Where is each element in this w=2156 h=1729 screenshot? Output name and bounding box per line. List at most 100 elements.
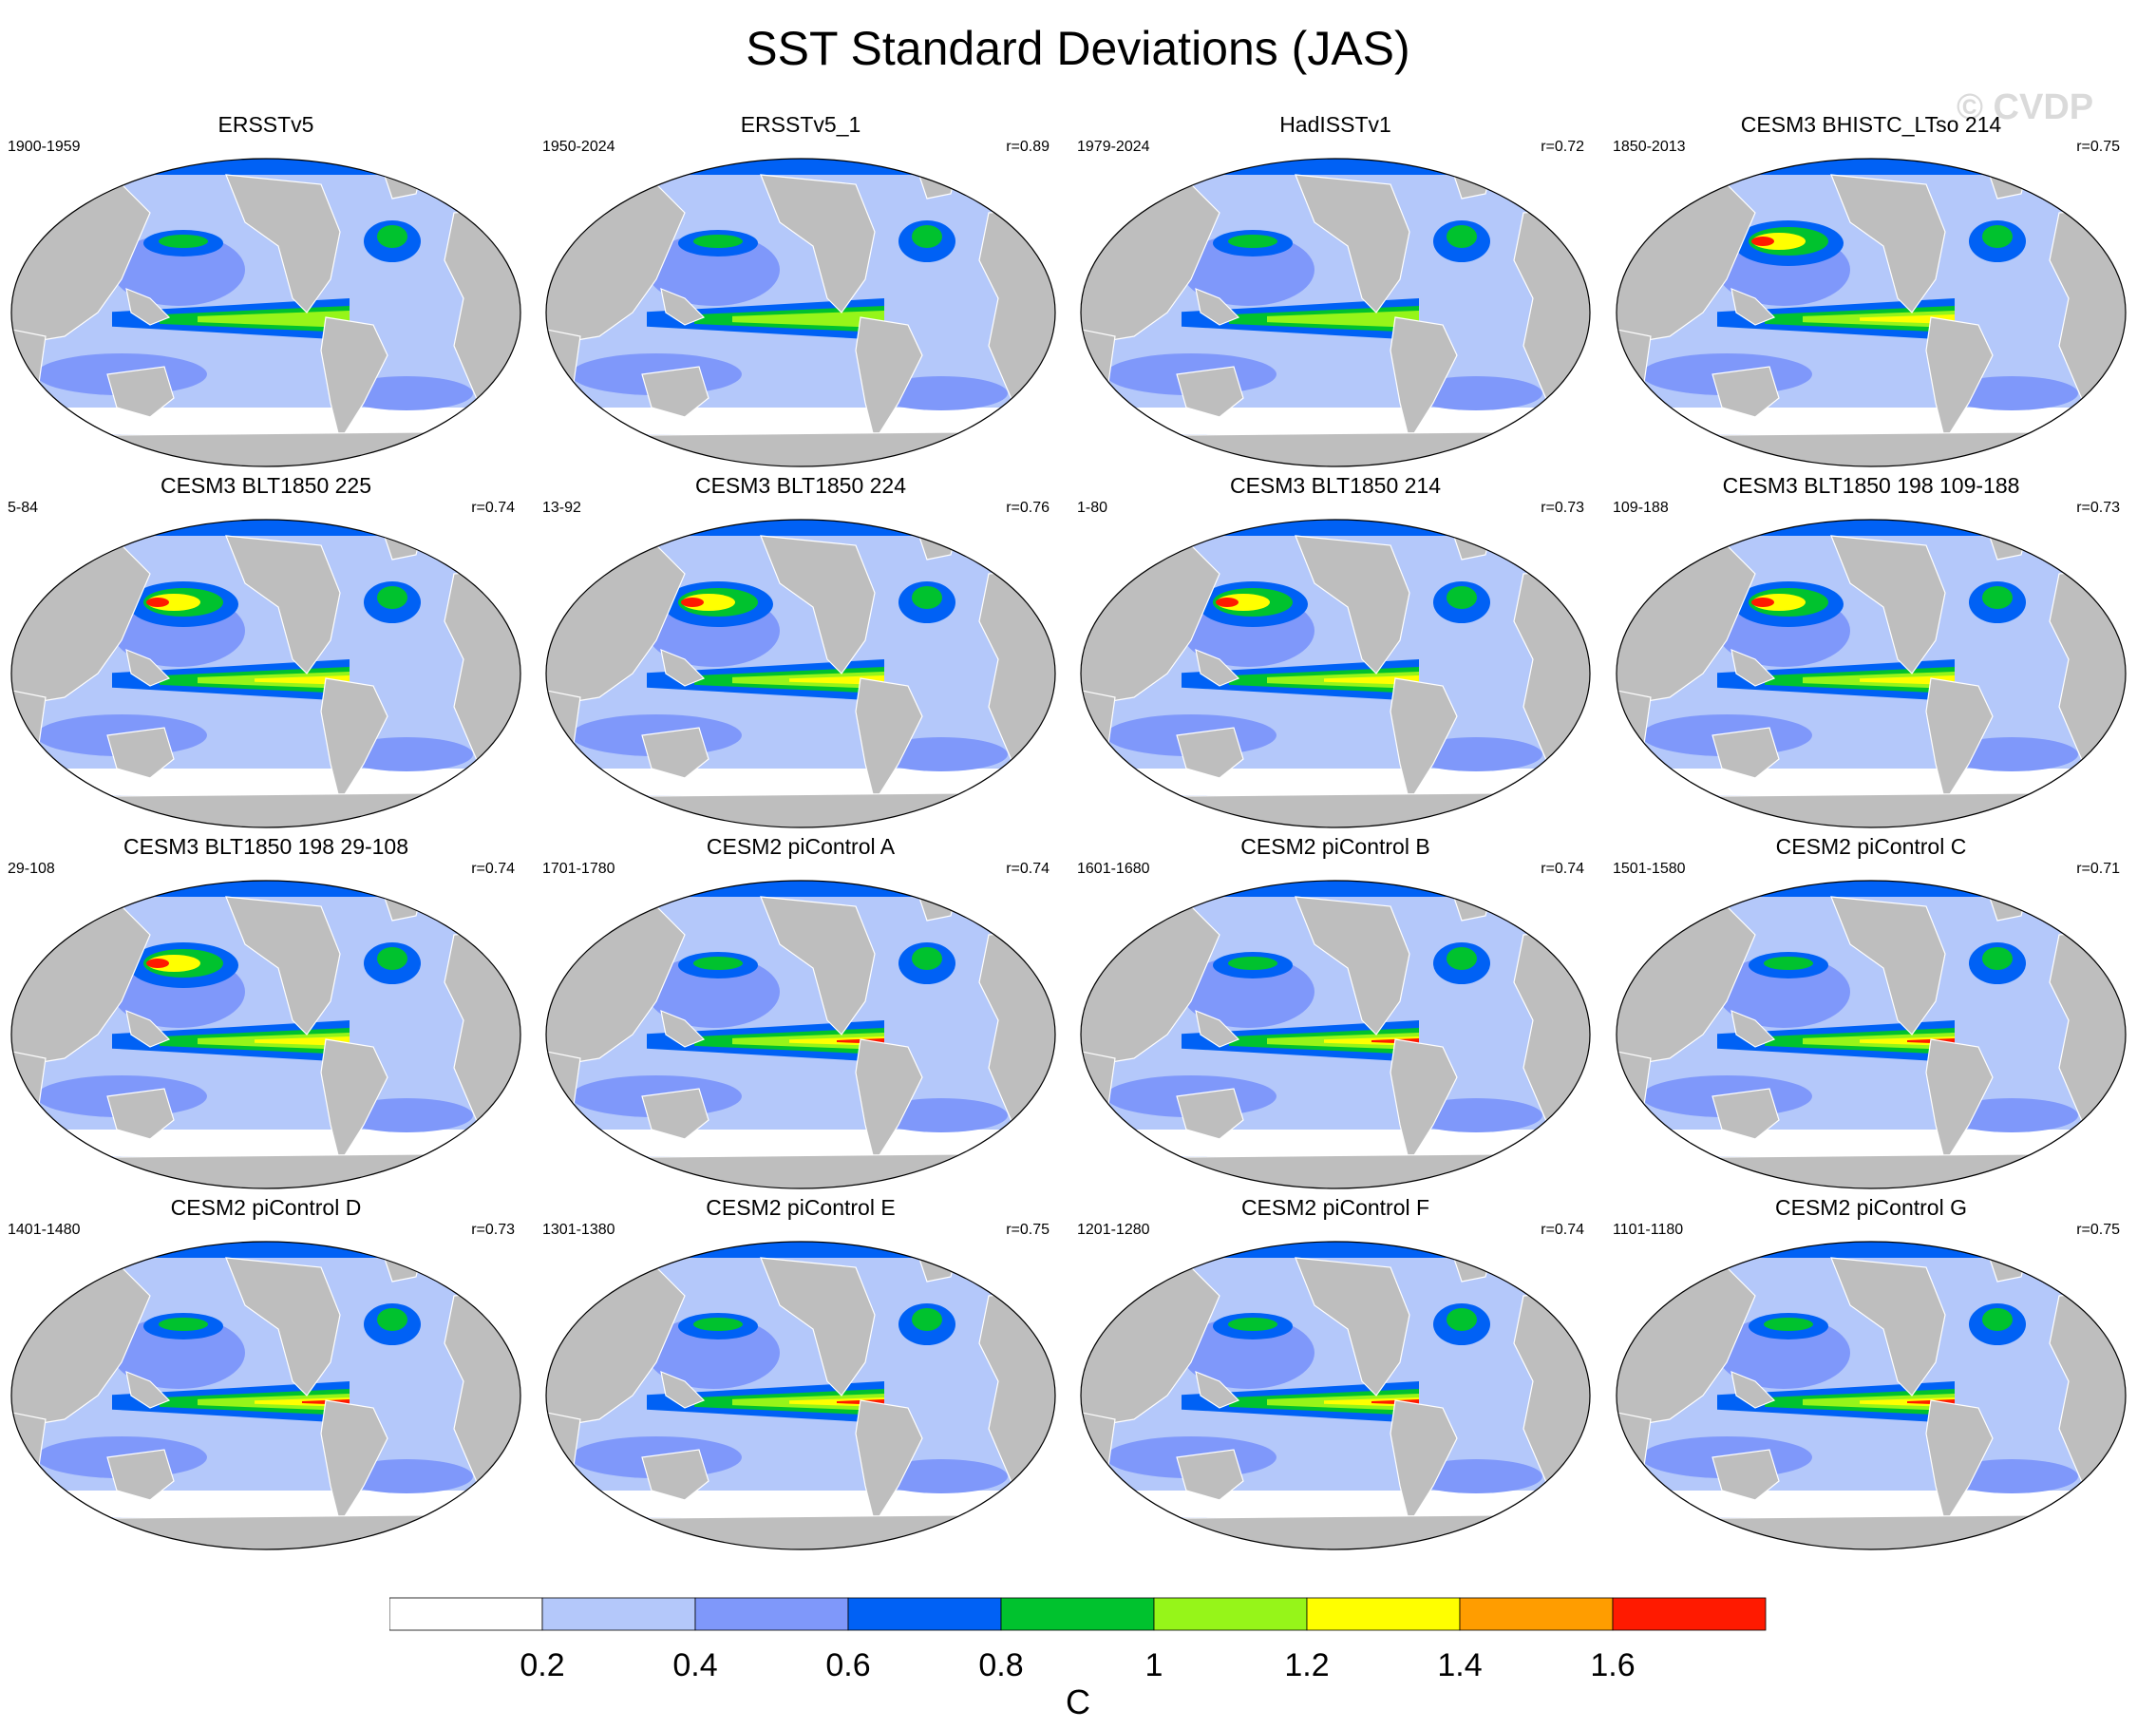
panel-years: 109-188 [1613,500,1669,516]
panel-title: CESM3 BLT1850 214 [1229,473,1442,498]
land-maritime-continent [1730,1010,1776,1048]
map-outline [1616,1241,2127,1550]
sst-map [1080,158,1591,467]
panel-correlation: r=0.73 [2076,500,2120,516]
map-outline [10,519,521,828]
panel-correlation: r=0.74 [1541,1222,1584,1238]
land-south-america [1925,1399,1994,1526]
map-panel: CESM2 piControl B 1601-1680 r=0.74 [1069,834,1601,1200]
north-atlantic-core [1982,1308,2013,1331]
sst-map [1616,880,2127,1189]
land-australia [106,366,175,418]
land-australia [1712,366,1780,418]
land-australia [1712,1449,1780,1501]
north-atlantic-core [377,947,407,970]
land-africa-east [546,687,581,774]
land-maritime-continent [1195,1371,1240,1409]
map-outline [10,158,521,467]
north-atlantic-core [912,1308,942,1331]
colorbar-swatch [389,1597,543,1631]
kuroshio-max [1751,237,1774,246]
map-outline [545,519,1056,828]
land-maritime-continent [125,1010,171,1048]
land-south-america [1390,677,1458,804]
panel-correlation: r=0.74 [1006,861,1050,877]
land-north-america [1295,896,1410,1036]
land-antarctica [1617,791,2126,827]
land-australia [106,1449,175,1501]
land-antarctica [546,791,1055,827]
land-africa-east [1081,1409,1116,1496]
map-outline [545,880,1056,1189]
sst-map [545,519,1056,828]
panel-correlation: r=0.74 [471,500,515,516]
colorbar-swatch [1612,1597,1767,1631]
panel-years: 1950-2024 [542,139,615,155]
land-north-america [1830,896,1946,1036]
north-atlantic-core [1447,947,1477,970]
panel-correlation: r=0.75 [2076,1222,2120,1238]
map-panel: ERSSTv5_1 1950-2024 r=0.89 [535,112,1067,478]
north-atlantic-core [1447,225,1477,248]
map-panel: CESM2 piControl D 1401-1480 r=0.73 [0,1195,532,1561]
kuroshio-max [146,959,169,968]
land-maritime-continent [1730,1371,1776,1409]
kuroshio-max [681,598,704,607]
colorbar: 0.2 0.4 0.6 0.8 1 1.2 1.4 1.6 C [389,1597,1767,1720]
colorbar-swatch [694,1597,849,1631]
colorbar-swatch [1153,1597,1308,1631]
map-panel: HadISSTv1 1979-2024 r=0.72 [1069,112,1601,478]
panel-years: 13-92 [542,500,581,516]
kuroshio-core [693,957,743,970]
map-panel: CESM3 BLT1850 214 1-80 r=0.73 [1069,473,1601,839]
land-north-america [760,1257,876,1396]
map-panel: CESM2 piControl F 1201-1280 r=0.74 [1069,1195,1601,1561]
map-outline [1616,880,2127,1189]
land-maritime-continent [660,1371,706,1409]
land-antarctica [11,1152,520,1188]
land-north-america [1830,174,1946,314]
panel-title: ERSSTv5 [217,112,314,137]
panel-correlation: r=0.72 [1541,139,1584,155]
land-south-america [855,1399,923,1526]
land-antarctica [1081,1152,1590,1188]
north-atlantic-core [1447,1308,1477,1331]
north-atlantic-core [1982,586,2013,609]
land-north-america [760,535,876,674]
panel-correlation: r=0.73 [1541,500,1584,516]
colorbar-tick-label: 1.6 [1590,1647,1635,1683]
map-outline [545,158,1056,467]
land-australia [641,1449,709,1501]
panel-title: CESM3 BLT1850 225 [160,473,372,498]
north-atlantic-core [912,947,942,970]
north-atlantic-core [912,586,942,609]
land-south-america [320,1399,388,1526]
land-africa-east [11,326,47,413]
panel-years: 1701-1780 [542,861,615,877]
map-outline [545,1241,1056,1550]
land-africa-east [1081,326,1116,413]
panel-correlation: r=0.75 [1006,1222,1050,1238]
land-antarctica [11,791,520,827]
land-maritime-continent [1195,1010,1240,1048]
land-maritime-continent [660,288,706,326]
enso-inner [732,311,884,328]
land-south-america [855,677,923,804]
panel-correlation: r=0.75 [2076,139,2120,155]
map-outline [10,880,521,1189]
panel-title: CESM2 piControl C [1775,834,1967,859]
colorbar-tick-label: 1.2 [1284,1647,1329,1683]
enso-inner [198,311,350,328]
land-south-america [1390,316,1458,443]
panel-years: 1601-1680 [1077,861,1150,877]
land-south-america [855,1038,923,1165]
map-outline [1080,158,1591,467]
sst-map [1616,158,2127,467]
sst-map [1616,1241,2127,1550]
land-africa-east [11,1048,47,1135]
sst-map [545,158,1056,467]
land-australia [641,1088,709,1140]
panel-correlation: r=0.71 [2076,861,2120,877]
land-africa-east [546,326,581,413]
land-africa-east [546,1409,581,1496]
